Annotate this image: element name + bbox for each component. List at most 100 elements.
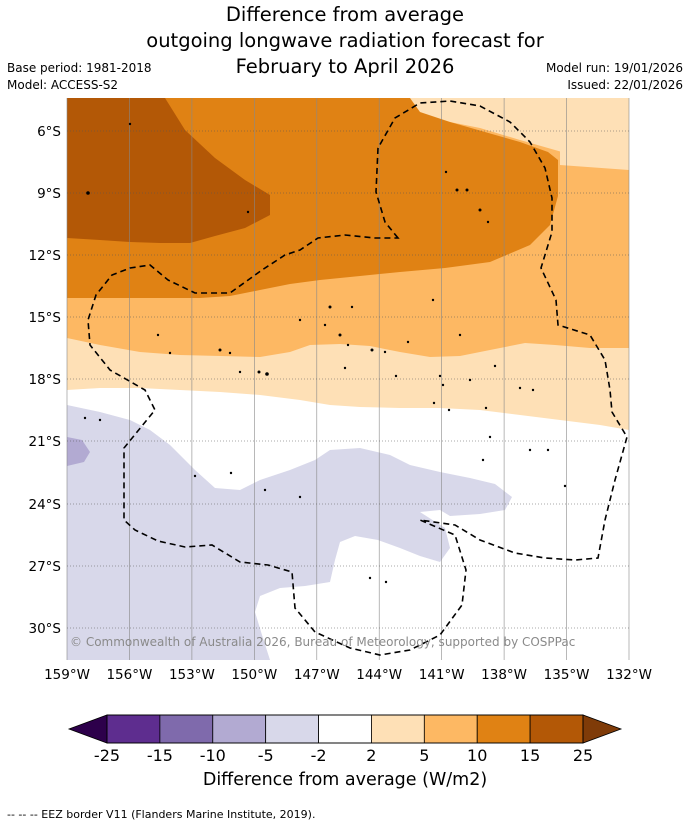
island-marker <box>238 370 242 374</box>
lat-tick-label: 24°S <box>29 497 62 513</box>
island-marker <box>298 318 302 322</box>
colorbar-label: -15 <box>147 746 173 765</box>
island-marker <box>486 220 490 224</box>
island-marker <box>229 471 233 475</box>
lat-tick-label: 12°S <box>29 248 62 264</box>
island-marker <box>328 305 332 309</box>
island-marker <box>350 305 354 309</box>
lon-tick-label: 132°W <box>606 667 652 683</box>
lon-tick-label: 156°W <box>106 667 152 683</box>
colorbar-cell <box>476 714 531 744</box>
lon-tick-label: 159°W <box>44 667 90 683</box>
model-run-text: Model run: 19/01/2026 <box>545 61 683 75</box>
eez-border-east <box>87 100 628 656</box>
island-marker <box>83 416 87 420</box>
title-line-3: February to April 2026 <box>235 55 455 78</box>
colorbar-label: 25 <box>573 746 593 765</box>
island-marker <box>383 350 387 354</box>
anomaly-band-minus5-to-minus2 <box>67 405 512 660</box>
colorbar-cell <box>212 714 267 744</box>
island-marker <box>218 348 222 352</box>
colorbar-label: -2 <box>311 746 327 765</box>
island-marker <box>465 188 469 192</box>
island-marker <box>447 408 451 412</box>
island-marker <box>518 386 522 390</box>
island-marker <box>406 340 410 344</box>
lat-tick-label: 30°S <box>29 621 62 637</box>
lon-tick-label: 153°W <box>169 667 215 683</box>
island-marker <box>394 374 398 378</box>
colorbar-label: -25 <box>94 746 120 765</box>
island-marker <box>563 484 567 488</box>
island-marker <box>444 170 448 174</box>
island-marker <box>228 351 232 355</box>
lat-tick-label: 9°S <box>37 186 61 202</box>
lon-tick-label: 150°W <box>231 667 277 683</box>
island-marker <box>265 372 269 376</box>
meta-right: Model run: 19/01/2026 Issued: 22/01/2026 <box>546 60 683 94</box>
island-marker <box>458 333 462 337</box>
colorbar-cell <box>159 714 214 744</box>
anomaly-band-minus10-to-minus5 <box>67 437 90 466</box>
colorbar-cell <box>423 714 478 744</box>
island-marker <box>368 576 372 580</box>
colorbar-cells <box>106 714 584 744</box>
island-marker <box>168 351 172 355</box>
model-text: Model: ACCESS-S2 <box>7 78 119 92</box>
island-marker <box>468 378 472 382</box>
map-plot-area <box>67 98 629 660</box>
lat-tick-label: 27°S <box>29 559 62 575</box>
lon-tick-label: 147°W <box>294 667 340 683</box>
title-line-2: outgoing longwave radiation forecast for <box>146 29 544 52</box>
island-marker <box>343 366 347 370</box>
anomaly-band-2-to-5-top <box>400 98 629 168</box>
colorbar-cell <box>318 714 372 744</box>
island-marker <box>98 418 102 422</box>
longitude-gridlines <box>66 98 630 660</box>
island-marker <box>431 298 435 302</box>
island-marker <box>478 208 482 212</box>
lon-tick-label: 135°W <box>544 667 590 683</box>
island-marker <box>128 122 132 126</box>
latitude-tick-labels: 6°S 9°S 12°S 15°S 18°S 21°S 24°S 27°S 30… <box>29 124 62 637</box>
island-marker <box>298 495 302 499</box>
island-marker <box>432 401 436 405</box>
island-marker <box>481 458 485 462</box>
island-marker <box>528 448 532 452</box>
island-marker <box>441 383 445 387</box>
colorbar-cell <box>265 714 319 744</box>
map-figure: © Commonwealth of Australia 2026, Bureau… <box>29 98 652 765</box>
colorbar-label: 2 <box>366 746 376 765</box>
island-marker <box>193 474 197 478</box>
lon-tick-label: 138°W <box>481 667 527 683</box>
lon-tick-label: 144°W <box>356 667 402 683</box>
colorbar-label: 10 <box>467 746 487 765</box>
island-marker <box>156 333 160 337</box>
colorbar-label: 15 <box>520 746 540 765</box>
colorbar-frame <box>106 714 584 744</box>
base-period-text: Base period: 1981-2018 <box>7 61 152 75</box>
colorbar-label: 5 <box>419 746 429 765</box>
island-marker <box>531 388 535 392</box>
longitude-tick-labels: 159°W 156°W 153°W 150°W 147°W 144°W 141°… <box>44 667 652 683</box>
copyright-text: © Commonwealth of Australia 2026, Bureau… <box>70 635 575 649</box>
meta-left: Base period: 1981-2018 Model: ACCESS-S2 <box>7 60 152 94</box>
colorbar-under-arrow <box>67 714 108 744</box>
lat-tick-label: 18°S <box>29 372 62 388</box>
colorbar: -25 -15 -10 -5 -2 2 5 10 15 25 <box>67 714 623 765</box>
chart-title: Difference from average outgoing longwav… <box>0 2 690 80</box>
eez-legend-note: -- -- -- EEZ border V11 (Flanders Marine… <box>7 808 316 821</box>
colorbar-labels: -25 -15 -10 -5 -2 2 5 10 15 25 <box>94 746 593 765</box>
lat-tick-label: 6°S <box>37 124 61 140</box>
island-marker <box>438 374 442 378</box>
island-marker <box>384 580 388 584</box>
island-marker <box>263 488 267 492</box>
lon-tick-label: 141°W <box>419 667 465 683</box>
island-marker <box>246 210 250 214</box>
island-markers <box>83 122 567 584</box>
colorbar-cell <box>106 714 161 744</box>
latitude-gridlines <box>67 130 629 629</box>
lat-tick-label: 15°S <box>29 310 62 326</box>
eez-borders <box>87 100 628 656</box>
island-marker <box>346 343 350 347</box>
